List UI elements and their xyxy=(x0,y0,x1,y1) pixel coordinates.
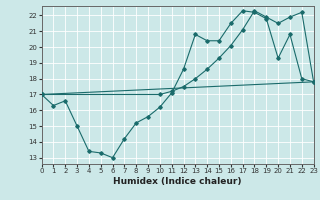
X-axis label: Humidex (Indice chaleur): Humidex (Indice chaleur) xyxy=(113,177,242,186)
